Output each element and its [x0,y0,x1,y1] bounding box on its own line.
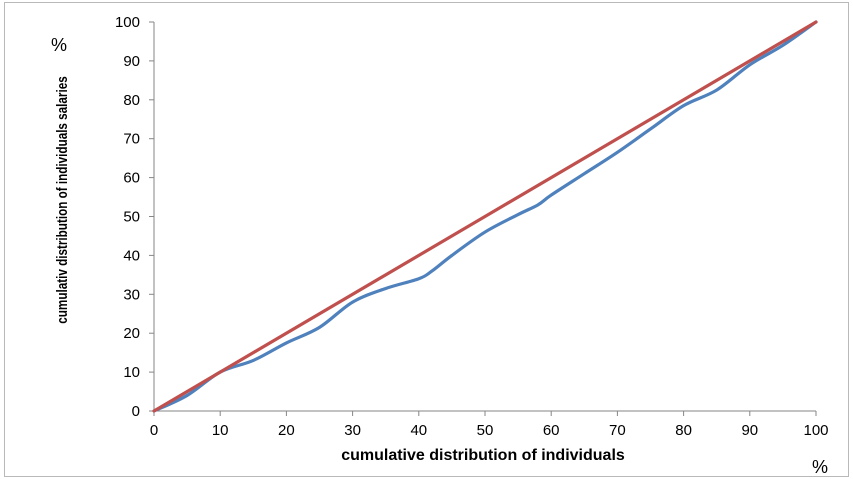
x-tick-label: 50 [477,422,494,439]
y-tick-label: 90 [123,53,140,70]
x-tick-label: 70 [609,422,626,439]
y-tick-label: 40 [123,247,140,264]
y-tick-label: 20 [123,325,140,342]
axes [149,21,817,416]
y-tick-labels: 0 10 20 30 40 50 60 70 80 90 100 [115,14,140,420]
y-tick-label: 60 [123,170,140,187]
y-tick-label: 50 [123,209,140,226]
y-tick-label: 80 [123,92,140,109]
x-axis-title: cumulative distribution of individuals [341,447,625,464]
y-tick-label: 0 [132,403,140,420]
y-tick-label: 100 [115,14,140,31]
chart-frame [4,2,849,477]
x-tick-label: 0 [150,422,158,439]
x-tick-label: 20 [278,422,295,439]
y-tick-label: 70 [123,131,140,148]
equality-line [152,20,818,413]
series-lines [152,20,818,413]
x-axis-unit-label: % [812,457,828,477]
y-axis-unit-label: % [51,35,67,55]
x-tick-label: 40 [410,422,427,439]
lorenz-curve-line [152,20,818,413]
y-tick-label: 10 [123,364,140,381]
x-tick-labels: 0 10 20 30 40 50 60 70 80 90 100 [150,422,829,439]
y-axis-title: cumulativ distribution of individuals sa… [54,76,71,323]
x-tick-label: 30 [344,422,361,439]
x-tick-label: 60 [543,422,560,439]
x-tick-label: 100 [803,422,828,439]
x-tick-label: 90 [741,422,758,439]
x-tick-label: 80 [675,422,692,439]
x-tick-label: 10 [212,422,229,439]
y-tick-label: 30 [123,286,140,303]
